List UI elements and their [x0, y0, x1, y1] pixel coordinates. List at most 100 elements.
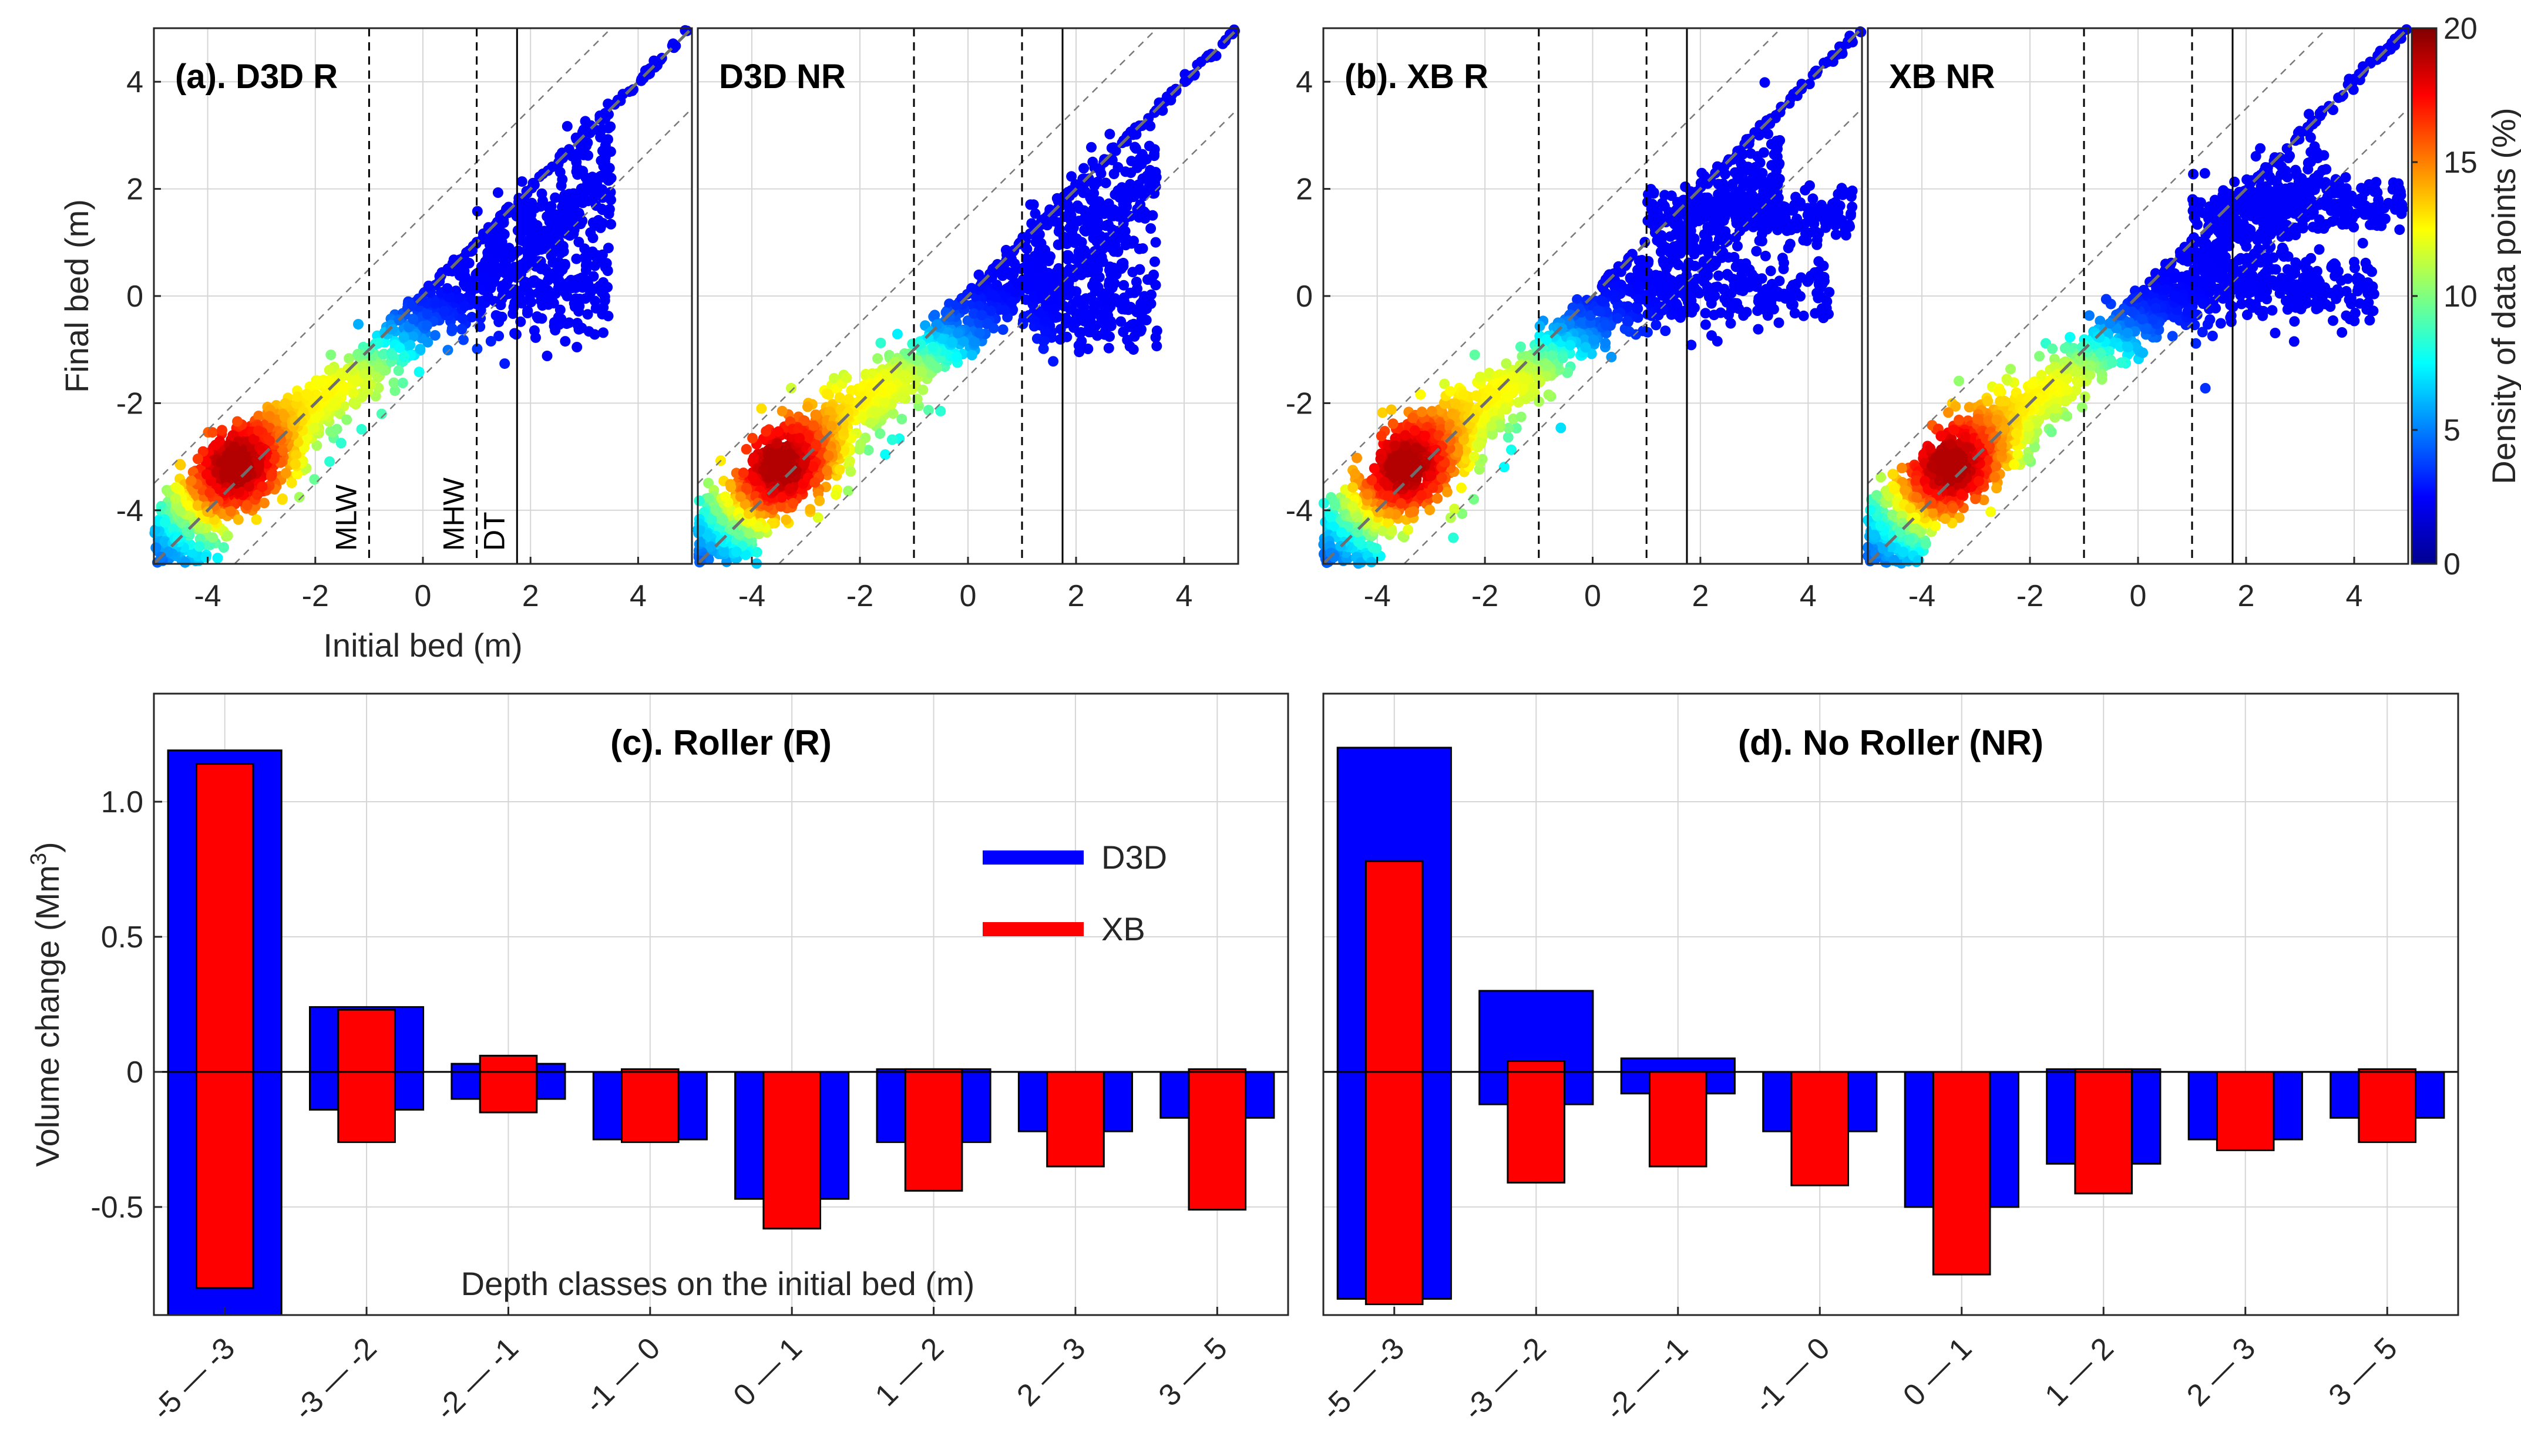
data-point — [595, 132, 606, 143]
data-point — [875, 428, 886, 439]
data-point — [886, 383, 897, 394]
upper-envelope-line — [153, 28, 612, 485]
data-point — [786, 382, 796, 394]
data-point — [370, 391, 381, 402]
data-point — [756, 403, 767, 414]
data-point — [751, 547, 762, 558]
data-point — [216, 457, 227, 468]
data-point — [204, 487, 216, 498]
data-point — [793, 423, 804, 435]
data-point — [544, 294, 555, 304]
data-point — [268, 453, 280, 465]
y-axis-label: Final bed (m) — [58, 199, 95, 393]
data-point — [1369, 463, 1380, 474]
data-point — [588, 271, 599, 282]
data-point — [535, 256, 546, 267]
data-point — [568, 197, 579, 209]
data-point — [917, 384, 929, 395]
data-point — [560, 288, 571, 299]
data-point — [550, 192, 561, 203]
data-point — [459, 301, 470, 312]
data-point — [335, 368, 347, 379]
data-point — [744, 528, 755, 539]
data-point — [422, 309, 433, 320]
data-point — [421, 320, 432, 331]
data-point — [388, 377, 399, 388]
data-point — [606, 218, 617, 230]
data-point — [520, 256, 531, 267]
x-tick-label: 0 — [415, 579, 432, 613]
data-point — [775, 501, 786, 512]
data-point — [539, 226, 550, 237]
data-point — [896, 413, 907, 425]
data-point — [1103, 198, 1114, 209]
data-point — [986, 305, 997, 317]
data-point — [1110, 293, 1121, 304]
data-point — [1134, 321, 1145, 332]
lower-envelope-line — [234, 107, 693, 564]
data-point — [458, 334, 469, 345]
data-point — [174, 459, 186, 470]
data-point — [180, 557, 191, 568]
data-point — [822, 465, 832, 476]
data-point — [398, 332, 409, 343]
data-point — [863, 445, 874, 456]
data-point — [1386, 526, 1397, 537]
data-point — [924, 357, 935, 368]
data-point — [150, 542, 162, 553]
data-point — [1137, 307, 1148, 318]
data-point — [537, 195, 548, 206]
data-point — [805, 504, 816, 515]
vline-label-mlw: MLW — [330, 484, 362, 551]
data-point — [439, 306, 450, 317]
data-point — [182, 500, 193, 511]
data-point — [482, 252, 493, 263]
data-point — [194, 541, 205, 552]
panel-title: D3D NR — [719, 58, 846, 96]
data-point — [718, 515, 728, 526]
x-tick-label: -4 — [194, 579, 221, 613]
data-point — [1424, 505, 1436, 516]
data-point — [472, 206, 483, 217]
data-point — [298, 406, 309, 418]
data-point — [492, 187, 503, 198]
data-point — [605, 187, 616, 198]
data-point — [571, 253, 582, 264]
data-point — [253, 425, 264, 436]
data-point — [429, 297, 441, 308]
data-point — [1115, 316, 1127, 327]
data-point — [1071, 236, 1082, 247]
data-point — [423, 280, 434, 291]
data-point — [875, 337, 886, 348]
data-point — [1165, 95, 1177, 106]
data-point — [577, 197, 589, 209]
data-point — [747, 433, 758, 443]
data-point — [442, 263, 453, 274]
data-point — [1138, 295, 1149, 306]
data-point — [1150, 332, 1161, 343]
x-tick-label: 0 — [960, 579, 977, 613]
data-point — [587, 172, 598, 183]
data-point — [389, 385, 401, 396]
data-point — [356, 423, 367, 435]
scatter-panel-1: MLW MHW DT(a). D3D R-4 -2 0 2 4-4-2024Initial … — [58, 25, 693, 664]
data-point — [843, 394, 854, 405]
data-point — [577, 134, 588, 146]
data-point — [1092, 272, 1103, 283]
data-point — [574, 301, 585, 312]
data-point — [341, 414, 352, 425]
data-point — [1134, 264, 1145, 275]
data-point — [590, 220, 601, 231]
x-tick-label: 4 — [1176, 579, 1193, 613]
data-point — [277, 493, 288, 505]
data-point — [309, 422, 320, 433]
data-point — [1039, 316, 1050, 327]
data-point — [782, 448, 794, 459]
data-point — [414, 366, 425, 378]
y-tick-label: 2 — [126, 173, 143, 207]
data-point — [1104, 129, 1115, 140]
data-point — [1116, 263, 1127, 274]
data-point — [405, 339, 416, 351]
data-point — [1008, 268, 1019, 280]
data-point — [1555, 422, 1567, 433]
